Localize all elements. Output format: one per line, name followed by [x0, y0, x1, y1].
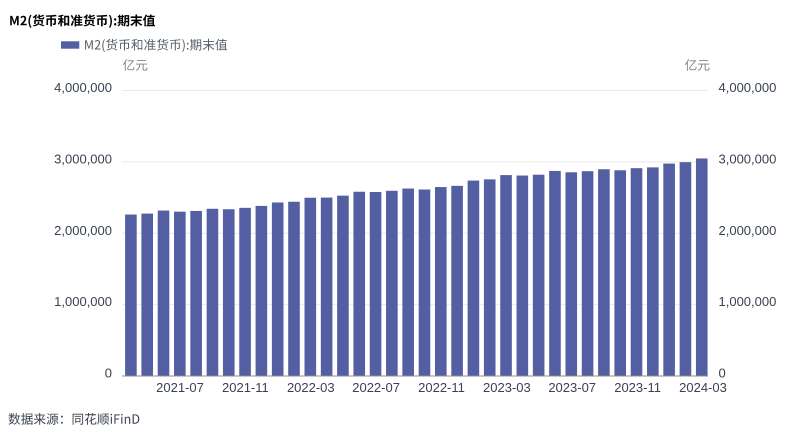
- svg-text:0: 0: [105, 366, 112, 381]
- svg-text:2,000,000: 2,000,000: [54, 223, 112, 238]
- svg-text:2022-07: 2022-07: [352, 380, 400, 395]
- svg-text:4,000,000: 4,000,000: [54, 80, 112, 95]
- svg-text:2022-03: 2022-03: [287, 380, 335, 395]
- svg-text:0: 0: [719, 366, 726, 381]
- svg-text:2021-11: 2021-11: [222, 380, 269, 395]
- svg-text:1,000,000: 1,000,000: [54, 294, 112, 309]
- svg-text:3,000,000: 3,000,000: [719, 152, 777, 167]
- svg-text:3,000,000: 3,000,000: [54, 152, 112, 167]
- svg-text:2021-07: 2021-07: [156, 380, 204, 395]
- svg-text:2,000,000: 2,000,000: [719, 223, 777, 238]
- svg-text:2023-07: 2023-07: [548, 380, 596, 395]
- svg-text:1,000,000: 1,000,000: [719, 294, 777, 309]
- svg-text:2022-11: 2022-11: [418, 380, 465, 395]
- svg-text:2023-11: 2023-11: [614, 380, 661, 395]
- svg-text:2024-03: 2024-03: [679, 380, 727, 395]
- svg-text:2023-03: 2023-03: [483, 380, 531, 395]
- svg-text:4,000,000: 4,000,000: [719, 80, 777, 95]
